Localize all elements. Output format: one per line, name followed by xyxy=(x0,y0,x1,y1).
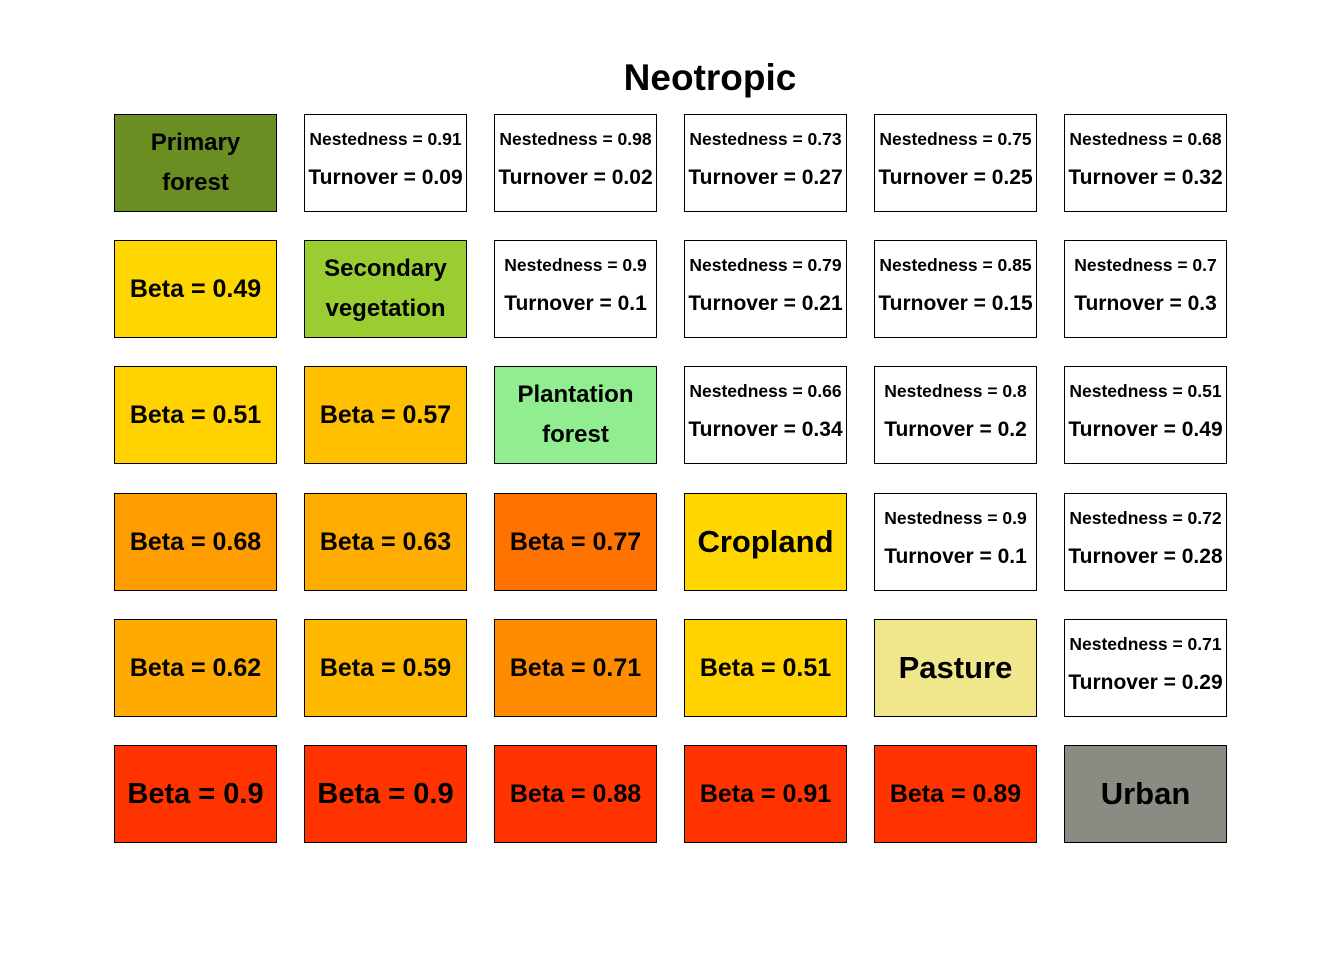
beta-cell: Beta = 0.62 xyxy=(114,619,277,717)
turnover-value: Turnover = 0.3 xyxy=(1074,291,1217,315)
land-use-cell: Urban xyxy=(1064,745,1227,843)
nestedness-value: Nestedness = 0.71 xyxy=(1069,633,1222,654)
beta-value: Beta = 0.91 xyxy=(699,779,832,808)
partition-cell: Nestedness = 0.98 Turnover = 0.02 xyxy=(494,114,657,212)
beta-value: Beta = 0.51 xyxy=(129,400,262,429)
turnover-value: Turnover = 0.15 xyxy=(878,291,1033,315)
beta-cell: Beta = 0.63 xyxy=(304,493,467,591)
beta-value: Beta = 0.77 xyxy=(509,527,642,556)
turnover-value: Turnover = 0.34 xyxy=(688,417,843,441)
turnover-value: Turnover = 0.27 xyxy=(688,165,843,189)
nestedness-value: Nestedness = 0.66 xyxy=(689,380,842,401)
turnover-value: Turnover = 0.28 xyxy=(1068,544,1223,568)
turnover-value: Turnover = 0.21 xyxy=(688,291,843,315)
beta-cell: Beta = 0.9 xyxy=(304,745,467,843)
beta-cell: Beta = 0.59 xyxy=(304,619,467,717)
partition-cell: Nestedness = 0.66 Turnover = 0.34 xyxy=(684,366,847,464)
beta-cell: Beta = 0.77 xyxy=(494,493,657,591)
beta-value: Beta = 0.59 xyxy=(319,653,452,682)
beta-cell: Beta = 0.68 xyxy=(114,493,277,591)
nestedness-value: Nestedness = 0.72 xyxy=(1069,507,1222,528)
beta-cell: Beta = 0.9 xyxy=(114,745,277,843)
nestedness-value: Nestedness = 0.98 xyxy=(499,128,652,149)
partition-cell: Nestedness = 0.71 Turnover = 0.29 xyxy=(1064,619,1227,717)
partition-cell: Nestedness = 0.8 Turnover = 0.2 xyxy=(874,366,1037,464)
chart-title: Neotropic xyxy=(623,57,797,98)
nestedness-value: Nestedness = 0.85 xyxy=(879,254,1032,275)
land-use-cell: Secondary vegetation xyxy=(304,240,467,338)
nestedness-value: Nestedness = 0.7 xyxy=(1074,254,1217,275)
partition-cell: Nestedness = 0.85 Turnover = 0.15 xyxy=(874,240,1037,338)
land-use-label: Secondary xyxy=(324,255,447,282)
land-use-label: vegetation xyxy=(325,295,446,322)
turnover-value: Turnover = 0.2 xyxy=(884,417,1027,441)
partition-cell: Nestedness = 0.91 Turnover = 0.09 xyxy=(304,114,467,212)
partition-cell: Nestedness = 0.73 Turnover = 0.27 xyxy=(684,114,847,212)
land-use-label: Urban xyxy=(1100,776,1191,811)
nestedness-value: Nestedness = 0.51 xyxy=(1069,380,1222,401)
turnover-value: Turnover = 0.32 xyxy=(1068,165,1223,189)
beta-cell: Beta = 0.88 xyxy=(494,745,657,843)
partition-cell: Nestedness = 0.9 Turnover = 0.1 xyxy=(494,240,657,338)
nestedness-value: Nestedness = 0.8 xyxy=(884,380,1027,401)
nestedness-value: Nestedness = 0.73 xyxy=(689,128,842,149)
partition-cell: Nestedness = 0.75 Turnover = 0.25 xyxy=(874,114,1037,212)
land-use-cell: Plantation forest xyxy=(494,366,657,464)
land-use-cell: Cropland xyxy=(684,493,847,591)
beta-cell: Beta = 0.89 xyxy=(874,745,1037,843)
beta-value: Beta = 0.49 xyxy=(129,274,262,303)
beta-cell: Beta = 0.49 xyxy=(114,240,277,338)
partition-cell: Nestedness = 0.7 Turnover = 0.3 xyxy=(1064,240,1227,338)
beta-value: Beta = 0.57 xyxy=(319,400,452,429)
nestedness-value: Nestedness = 0.91 xyxy=(309,128,462,149)
beta-value: Beta = 0.71 xyxy=(509,653,642,682)
land-use-label: Pasture xyxy=(898,650,1013,685)
turnover-value: Turnover = 0.1 xyxy=(504,291,647,315)
beta-value: Beta = 0.68 xyxy=(129,527,262,556)
nestedness-value: Nestedness = 0.68 xyxy=(1069,128,1222,149)
nestedness-value: Nestedness = 0.79 xyxy=(689,254,842,275)
partition-cell: Nestedness = 0.72 Turnover = 0.28 xyxy=(1064,493,1227,591)
beta-cell: Beta = 0.71 xyxy=(494,619,657,717)
partition-cell: Nestedness = 0.79 Turnover = 0.21 xyxy=(684,240,847,338)
nestedness-value: Nestedness = 0.9 xyxy=(884,507,1027,528)
beta-cell: Beta = 0.51 xyxy=(684,619,847,717)
land-use-label: forest xyxy=(542,421,609,448)
partition-cell: Nestedness = 0.9 Turnover = 0.1 xyxy=(874,493,1037,591)
turnover-value: Turnover = 0.1 xyxy=(884,544,1027,568)
turnover-value: Turnover = 0.09 xyxy=(308,165,463,189)
beta-value: Beta = 0.89 xyxy=(889,779,1022,808)
beta-value: Beta = 0.51 xyxy=(699,653,832,682)
nestedness-value: Nestedness = 0.75 xyxy=(879,128,1032,149)
turnover-value: Turnover = 0.29 xyxy=(1068,670,1223,694)
nestedness-value: Nestedness = 0.9 xyxy=(504,254,647,275)
land-use-label: Cropland xyxy=(697,524,834,559)
partition-cell: Nestedness = 0.51 Turnover = 0.49 xyxy=(1064,366,1227,464)
beta-value: Beta = 0.63 xyxy=(319,527,452,556)
turnover-value: Turnover = 0.49 xyxy=(1068,417,1223,441)
beta-value: Beta = 0.88 xyxy=(509,779,642,808)
beta-value: Beta = 0.9 xyxy=(317,777,454,810)
turnover-value: Turnover = 0.25 xyxy=(878,165,1033,189)
beta-cell: Beta = 0.91 xyxy=(684,745,847,843)
beta-value: Beta = 0.62 xyxy=(129,653,262,682)
beta-cell: Beta = 0.57 xyxy=(304,366,467,464)
partition-cell: Nestedness = 0.68 Turnover = 0.32 xyxy=(1064,114,1227,212)
beta-value: Beta = 0.9 xyxy=(127,777,264,810)
land-use-label: forest xyxy=(162,169,229,196)
beta-cell: Beta = 0.51 xyxy=(114,366,277,464)
turnover-value: Turnover = 0.02 xyxy=(498,165,653,189)
land-use-label: Plantation xyxy=(517,381,634,408)
land-use-cell: Pasture xyxy=(874,619,1037,717)
land-use-cell: Primary forest xyxy=(114,114,277,212)
land-use-label: Primary xyxy=(150,129,241,156)
